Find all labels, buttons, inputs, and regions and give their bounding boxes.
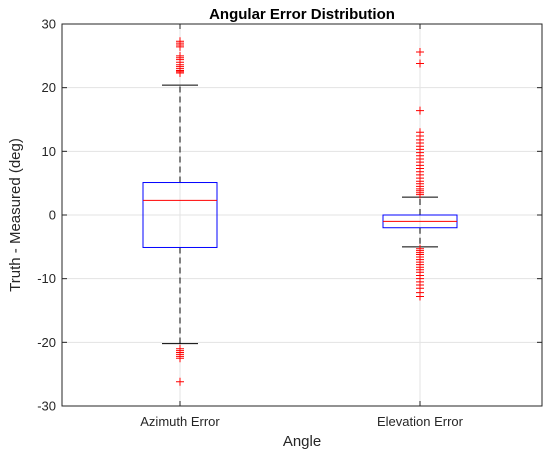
x-axis-ticks: Azimuth Error Elevation Error [140, 24, 464, 429]
outlier-point [416, 190, 424, 199]
outlier-point [176, 69, 184, 78]
box-series [142, 37, 458, 386]
box-1 [382, 48, 458, 301]
iqr-box [142, 182, 218, 248]
outlier-point [416, 48, 424, 57]
y-tick-label: -30 [37, 399, 56, 414]
outlier-point [176, 42, 184, 51]
outlier-point [176, 377, 184, 386]
chart-title: Angular Error Distribution [209, 6, 395, 23]
outlier-point [416, 59, 424, 68]
outlier-point [416, 106, 424, 115]
y-tick-label: -10 [37, 271, 56, 286]
box-0 [142, 37, 218, 386]
y-tick-label: 20 [42, 80, 56, 95]
y-tick-label: 0 [49, 208, 56, 223]
outlier-point [176, 354, 184, 363]
y-axis-ticks: -30 -20 -10 0 10 20 30 [37, 17, 542, 414]
x-axis-label: Angle [283, 433, 321, 450]
outlier-point [416, 292, 424, 301]
y-tick-label: -20 [37, 335, 56, 350]
x-tick-label: Elevation Error [377, 414, 464, 429]
y-tick-label: 10 [42, 144, 56, 159]
x-tick-label: Azimuth Error [140, 414, 220, 429]
y-tick-label: 30 [42, 17, 56, 32]
y-axis-label: Truth - Measured (deg) [7, 138, 24, 292]
